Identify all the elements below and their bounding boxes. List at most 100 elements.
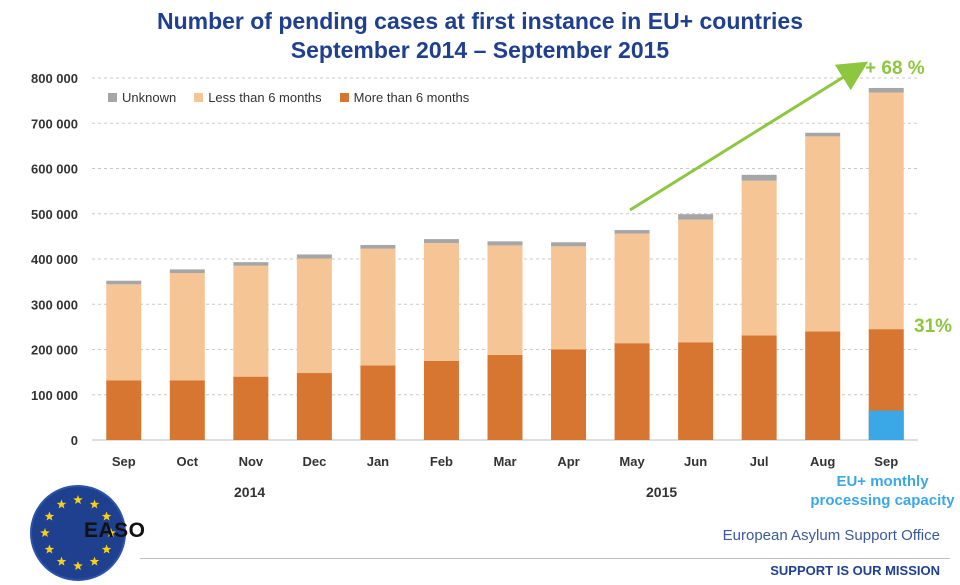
legend: Unknown Less than 6 months More than 6 m… [108, 90, 469, 105]
y-tick-label: 400 000 [31, 252, 78, 267]
y-axis-tick-labels: 0 100 000 200 000 300 000 400 000 500 000 600 … [31, 71, 78, 448]
bar-segment-less-than-6-months [106, 284, 142, 381]
bar-segment-less-than-6-months [614, 233, 650, 344]
legend-label-more-than-6-months: More than 6 months [353, 90, 470, 105]
easo-logo [30, 485, 126, 581]
bar-segment-unknown [360, 244, 396, 249]
logo-star [106, 528, 116, 537]
bar-segment-less-than-6-months [551, 246, 587, 350]
bar-segment-less-than-6-months [169, 273, 205, 381]
x-tick-label: Jun [684, 454, 707, 469]
legend-item-less-than-6-months: Less than 6 months [194, 90, 322, 105]
legend-swatch-less-than-6-months [194, 93, 204, 102]
bar-segment-unknown [678, 214, 714, 220]
bar-segment-less-than-6-months [360, 248, 396, 366]
legend-label-unknown: Unknown [122, 90, 177, 105]
logo-star [101, 544, 112, 554]
easo-logo-text: EASO [84, 519, 146, 542]
bar-segment-more-than-6-months [551, 349, 587, 440]
x-axis-tick-labels: Sep Oct Nov Dec Jan Feb Mar Apr May Jun Jul Aug Sep [112, 454, 898, 469]
logo-star [89, 499, 100, 509]
bar-segment-more-than-6-months [233, 376, 269, 440]
bar-segment-more-than-6-months [614, 343, 650, 440]
bar-segment-unknown [614, 230, 650, 234]
bar-segment-more-than-6-months [805, 331, 841, 440]
logo-star [44, 511, 55, 521]
chart-title-line-1: Number of pending cases at first instanc… [156, 8, 804, 34]
x-tick-label: Nov [239, 454, 264, 469]
legend-swatch-more-than-6-months [339, 93, 349, 102]
bar-segment-more-than-6-months [678, 342, 714, 440]
logo-star [73, 495, 83, 504]
share-annotation: 31% [914, 316, 953, 337]
x-tick-label: Sep [874, 454, 898, 469]
bar-segment-unknown [233, 262, 269, 266]
logo-star [40, 528, 50, 537]
x-tick-label: Sep [112, 454, 136, 469]
logo-star [56, 499, 67, 509]
x-tick-label: Apr [557, 454, 579, 469]
growth-annotation: + 68 % [865, 58, 925, 79]
y-tick-label: 300 000 [31, 297, 78, 312]
bar-segment-more-than-6-months [487, 354, 523, 440]
footer-divider [140, 558, 950, 559]
logo-star [56, 556, 67, 566]
y-tick-label: 600 000 [31, 162, 78, 177]
logo-star [73, 561, 83, 570]
x-tick-label: Dec [302, 454, 326, 469]
bar-segment-unknown [868, 87, 904, 93]
logo-star [89, 556, 100, 566]
bar-segment-unknown [487, 241, 523, 246]
year-label-2015: 2015 [646, 484, 678, 500]
y-tick-label: 500 000 [31, 207, 78, 222]
bar-segment-more-than-6-months [106, 380, 142, 440]
bar-segment-unknown [296, 254, 332, 259]
capacity-annotation: EU+ monthly processing capacity [810, 473, 955, 509]
y-tick-label: 700 000 [31, 116, 78, 131]
bar-segment-unknown [551, 242, 587, 247]
bar-segment-more-than-6-months [741, 335, 777, 440]
bar-segment-unknown [423, 239, 459, 244]
bar-segment-more-than-6-months [296, 373, 332, 440]
x-tick-label: May [619, 454, 645, 469]
x-tick-label: Mar [493, 454, 516, 469]
bar-segment-unknown [741, 174, 777, 181]
bar-segment-less-than-6-months [678, 219, 714, 343]
y-tick-label: 800 000 [31, 71, 78, 86]
bars [106, 87, 904, 440]
bar-segment-less-than-6-months [487, 245, 523, 355]
year-label-2014: 2014 [234, 484, 266, 500]
bar-segment-unknown [169, 269, 205, 274]
bar-segment-unknown [106, 280, 142, 285]
bar-segment-less-than-6-months [423, 243, 459, 361]
x-tick-label: Jan [367, 454, 389, 469]
bar-segment-less-than-6-months [868, 92, 904, 330]
y-tick-label: 200 000 [31, 343, 78, 358]
bar-segment-less-than-6-months [741, 180, 777, 336]
legend-item-unknown: Unknown [108, 90, 176, 105]
legend-item-more-than-6-months: More than 6 months [339, 90, 470, 105]
chart-title-line-2: September 2014 – September 2015 [290, 37, 670, 63]
legend-label-less-than-6-months: Less than 6 months [208, 90, 322, 105]
bar-segment-less-than-6-months [233, 265, 269, 377]
logo-star [101, 511, 112, 521]
bar-segment-less-than-6-months [296, 258, 332, 374]
x-tick-label: Jul [750, 454, 769, 469]
bar-segment-more-than-6-months [423, 360, 459, 440]
x-tick-label: Aug [810, 454, 835, 469]
y-tick-label: 100 000 [31, 388, 78, 403]
bar-segment-less-than-6-months [805, 136, 841, 332]
legend-swatch-unknown [108, 93, 117, 102]
y-tick-label: 0 [71, 433, 78, 448]
mission-statement: SUPPORT IS OUR MISSION [770, 563, 940, 578]
x-tick-label: Oct [176, 454, 198, 469]
logo-star [44, 544, 55, 554]
growth-arrow [629, 61, 869, 212]
bar-segment-unknown [805, 132, 841, 137]
bar-segment-more-than-6-months [360, 365, 396, 440]
x-tick-label: Feb [430, 454, 453, 469]
bar-segment-more-than-6-months [169, 380, 205, 440]
organization-name: European Asylum Support Office [722, 527, 940, 544]
processing-capacity-segment [868, 410, 904, 440]
